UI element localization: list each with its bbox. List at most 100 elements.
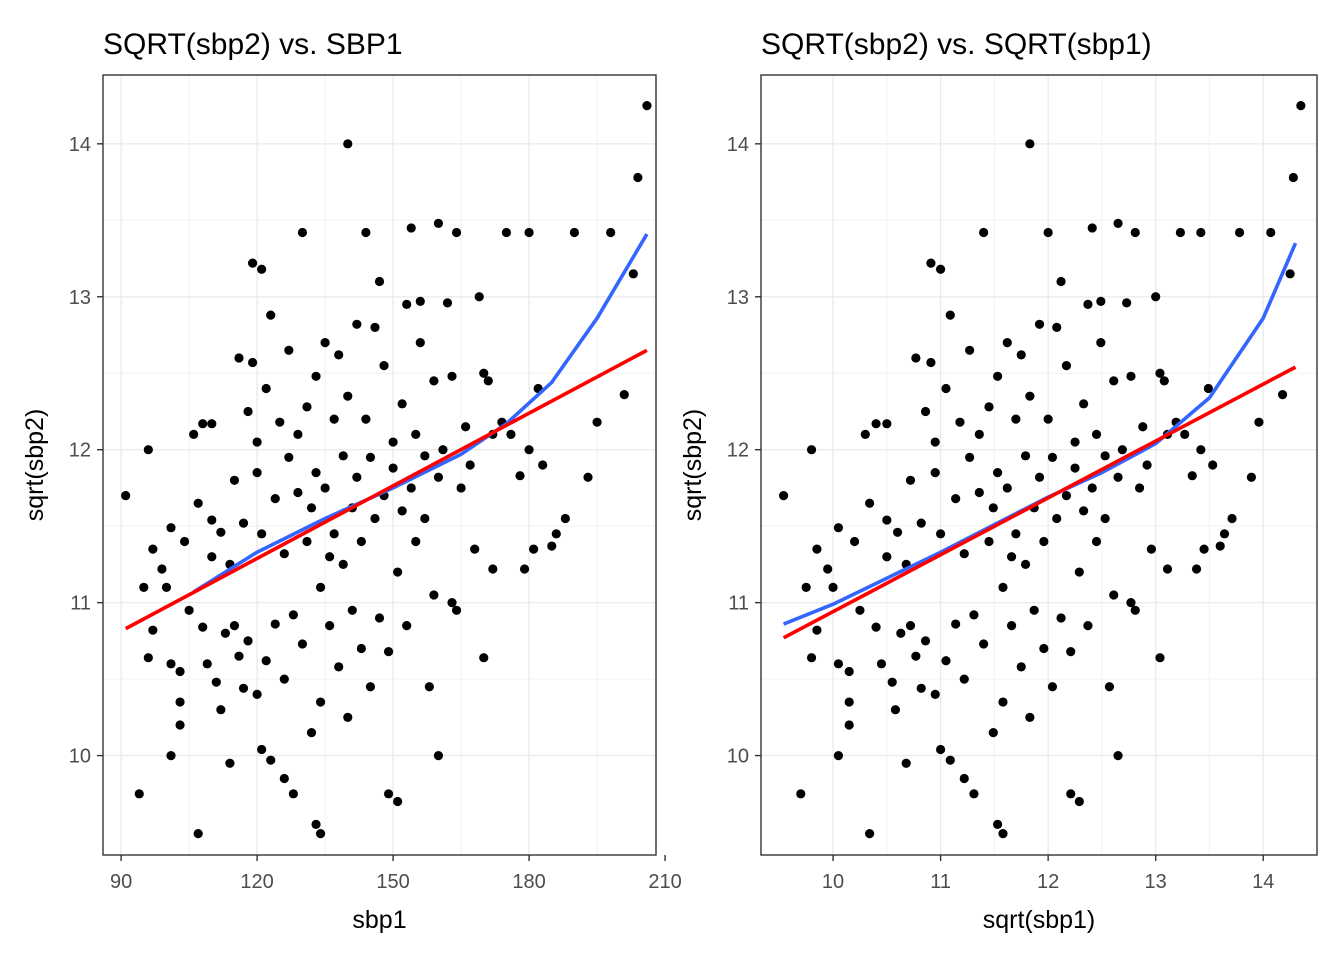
right-data-point	[1288, 172, 1298, 183]
right-data-point	[1070, 463, 1080, 473]
left-data-point	[257, 744, 267, 755]
right-data-point	[1043, 414, 1053, 424]
left-data-point	[592, 417, 602, 427]
left-data-point	[483, 376, 493, 386]
left-data-point	[429, 376, 439, 386]
left-data-point	[583, 472, 593, 482]
right-data-point	[911, 353, 921, 363]
right-y-tick-label: 12	[727, 440, 749, 462]
right-data-point	[1011, 414, 1021, 424]
right-data-point	[1277, 390, 1288, 400]
right-data-point	[1155, 653, 1165, 663]
right-x-tick-label: 10	[822, 871, 844, 893]
right-data-point	[1203, 383, 1213, 394]
left-data-point	[216, 527, 226, 537]
left-data-point	[465, 460, 475, 470]
left-data-point	[361, 227, 371, 238]
left-x-tick-label: 150	[376, 871, 409, 893]
left-data-point	[315, 828, 326, 839]
left-data-point	[352, 319, 362, 329]
right-data-point	[876, 659, 887, 669]
right-data-point	[1039, 643, 1049, 654]
right-data-point	[916, 518, 926, 528]
left-data-point	[642, 100, 652, 111]
left-data-point	[393, 567, 403, 577]
right-data-point	[1151, 292, 1161, 302]
right-data-point	[1002, 483, 1012, 493]
right-data-point	[890, 705, 901, 715]
left-data-point	[338, 451, 348, 461]
right-data-point	[1126, 598, 1136, 608]
left-data-point	[247, 258, 258, 268]
right-data-point	[941, 656, 951, 666]
left-data-point	[474, 292, 484, 302]
left-data-point	[415, 338, 425, 348]
left-data-point	[139, 582, 149, 592]
right-data-point	[1087, 223, 1097, 233]
left-data-point	[397, 506, 407, 516]
right-data-point	[1006, 620, 1017, 631]
right-data-point	[988, 728, 998, 738]
left-data-point	[179, 536, 190, 547]
right-data-point	[1246, 472, 1256, 482]
left-data-point	[279, 773, 289, 784]
right-data-point	[969, 610, 979, 620]
right-data-point	[778, 490, 789, 501]
left-data-point	[297, 227, 308, 238]
left-chart-title: SQRT(sbp2) vs. SBP1	[103, 28, 403, 61]
left-data-point	[619, 390, 629, 400]
right-data-point	[871, 419, 881, 429]
right-data-point	[801, 582, 811, 592]
right-data-point	[1025, 391, 1035, 401]
right-data-point	[1079, 506, 1089, 516]
right-data-point	[1025, 712, 1035, 722]
left-data-point	[420, 451, 430, 461]
left-data-point	[388, 463, 398, 473]
right-data-point	[1006, 552, 1017, 562]
left-y-tick-label: 12	[69, 440, 91, 462]
right-data-point	[1100, 513, 1110, 524]
right-data-point	[911, 651, 921, 661]
left-data-point	[243, 636, 253, 646]
left-data-point	[252, 437, 262, 447]
right-data-point	[979, 639, 989, 649]
left-data-point	[515, 471, 525, 481]
left-data-point	[261, 656, 271, 666]
left-data-point	[343, 712, 353, 722]
right-data-point	[1234, 227, 1245, 238]
left-data-point	[402, 299, 412, 310]
right-data-point	[905, 475, 916, 485]
right-data-point	[1096, 296, 1106, 306]
right-data-point	[998, 582, 1008, 592]
right-data-point	[1034, 472, 1045, 482]
right-data-point	[1016, 350, 1026, 360]
left-data-point	[338, 559, 348, 570]
left-data-point	[306, 728, 317, 738]
right-data-point	[882, 552, 892, 562]
left-data-point	[234, 651, 244, 661]
left-data-point	[388, 437, 398, 447]
right-data-point	[998, 828, 1008, 839]
left-x-tick-label: 90	[110, 871, 132, 893]
left-data-point	[207, 515, 217, 525]
left-data-point	[438, 445, 448, 455]
right-y-tick-label: 13	[727, 287, 749, 309]
right-data-point	[1052, 513, 1062, 524]
right-data-point	[1104, 682, 1115, 692]
left-data-point	[433, 472, 444, 482]
right-data-point	[1196, 445, 1206, 455]
right-x-tick-label: 11	[930, 871, 951, 893]
right-data-point	[844, 666, 854, 677]
left-data-point	[379, 360, 389, 371]
right-data-point	[1146, 544, 1156, 554]
left-data-point	[266, 310, 276, 320]
right-data-point	[1296, 100, 1306, 111]
right-x-axis-label: sqrt(sbp1)	[983, 906, 1096, 934]
left-data-point	[216, 705, 226, 715]
left-data-point	[461, 422, 471, 432]
right-data-point	[812, 544, 822, 554]
left-data-point	[143, 445, 153, 455]
left-data-point	[334, 350, 344, 360]
left-data-point	[343, 139, 353, 149]
right-data-point	[959, 674, 969, 684]
